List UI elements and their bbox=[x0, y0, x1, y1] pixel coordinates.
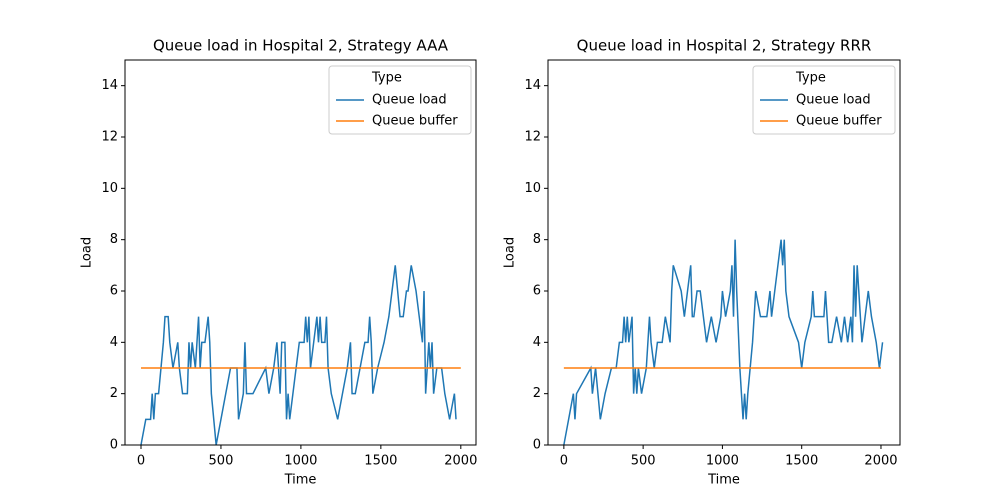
y-tick-label: 0 bbox=[533, 438, 541, 453]
x-tick-label: 2000 bbox=[444, 454, 477, 469]
x-tick-label: 1000 bbox=[706, 454, 739, 469]
y-tick-label: 14 bbox=[524, 78, 541, 93]
x-tick-label: 500 bbox=[209, 454, 234, 469]
y-axis-label: Load bbox=[503, 237, 518, 268]
x-axis-label: Time bbox=[284, 473, 317, 488]
y-tick-label: 6 bbox=[110, 284, 118, 299]
legend-label: Queue load bbox=[372, 93, 447, 108]
y-tick-label: 10 bbox=[524, 181, 541, 196]
x-tick-label: 1500 bbox=[364, 454, 397, 469]
y-tick-label: 14 bbox=[101, 78, 118, 93]
x-tick-label: 0 bbox=[137, 454, 145, 469]
subplot: Queue load in Hospital 2, Strategy RRR 0 5… bbox=[503, 37, 901, 488]
legend-label: Queue load bbox=[796, 93, 871, 108]
y-tick-label: 8 bbox=[110, 232, 118, 247]
legend-title: Type bbox=[371, 71, 402, 86]
chart-title: Queue load in Hospital 2, Strategy AAA bbox=[153, 37, 449, 55]
subplot: Queue load in Hospital 2, Strategy AAA 0 5… bbox=[80, 37, 478, 488]
x-tick-label: 1000 bbox=[284, 454, 317, 469]
y-tick-label: 12 bbox=[101, 130, 118, 145]
x-tick-label: 0 bbox=[560, 454, 568, 469]
legend: Type Queue load Queue buffer bbox=[328, 65, 472, 135]
y-tick-label: 8 bbox=[533, 232, 541, 247]
legend-box bbox=[328, 65, 472, 135]
x-tick-label: 2000 bbox=[864, 454, 897, 469]
axes-frame bbox=[547, 59, 901, 446]
y-axis-label: Load bbox=[80, 237, 95, 268]
chart-title: Queue load in Hospital 2, Strategy RRR bbox=[577, 37, 872, 55]
legend-title: Type bbox=[795, 71, 826, 86]
data-line bbox=[140, 265, 457, 446]
legend-box bbox=[752, 65, 896, 135]
legend-label: Queue buffer bbox=[372, 114, 458, 129]
y-tick-label: 2 bbox=[110, 386, 118, 401]
y-tick-label: 12 bbox=[524, 130, 541, 145]
y-tick-label: 10 bbox=[101, 181, 118, 196]
legend: Type Queue load Queue buffer bbox=[752, 65, 896, 135]
data-line bbox=[563, 239, 884, 446]
y-tick-label: 4 bbox=[533, 335, 541, 350]
axes-frame bbox=[124, 59, 477, 446]
legend-label: Queue buffer bbox=[796, 114, 882, 129]
y-tick-label: 6 bbox=[533, 284, 541, 299]
x-tick-label: 500 bbox=[631, 454, 656, 469]
y-tick-label: 4 bbox=[110, 335, 118, 350]
x-tick-label: 1500 bbox=[785, 454, 818, 469]
y-tick-label: 0 bbox=[110, 438, 118, 453]
y-tick-label: 2 bbox=[533, 386, 541, 401]
x-axis-label: Time bbox=[707, 473, 740, 488]
